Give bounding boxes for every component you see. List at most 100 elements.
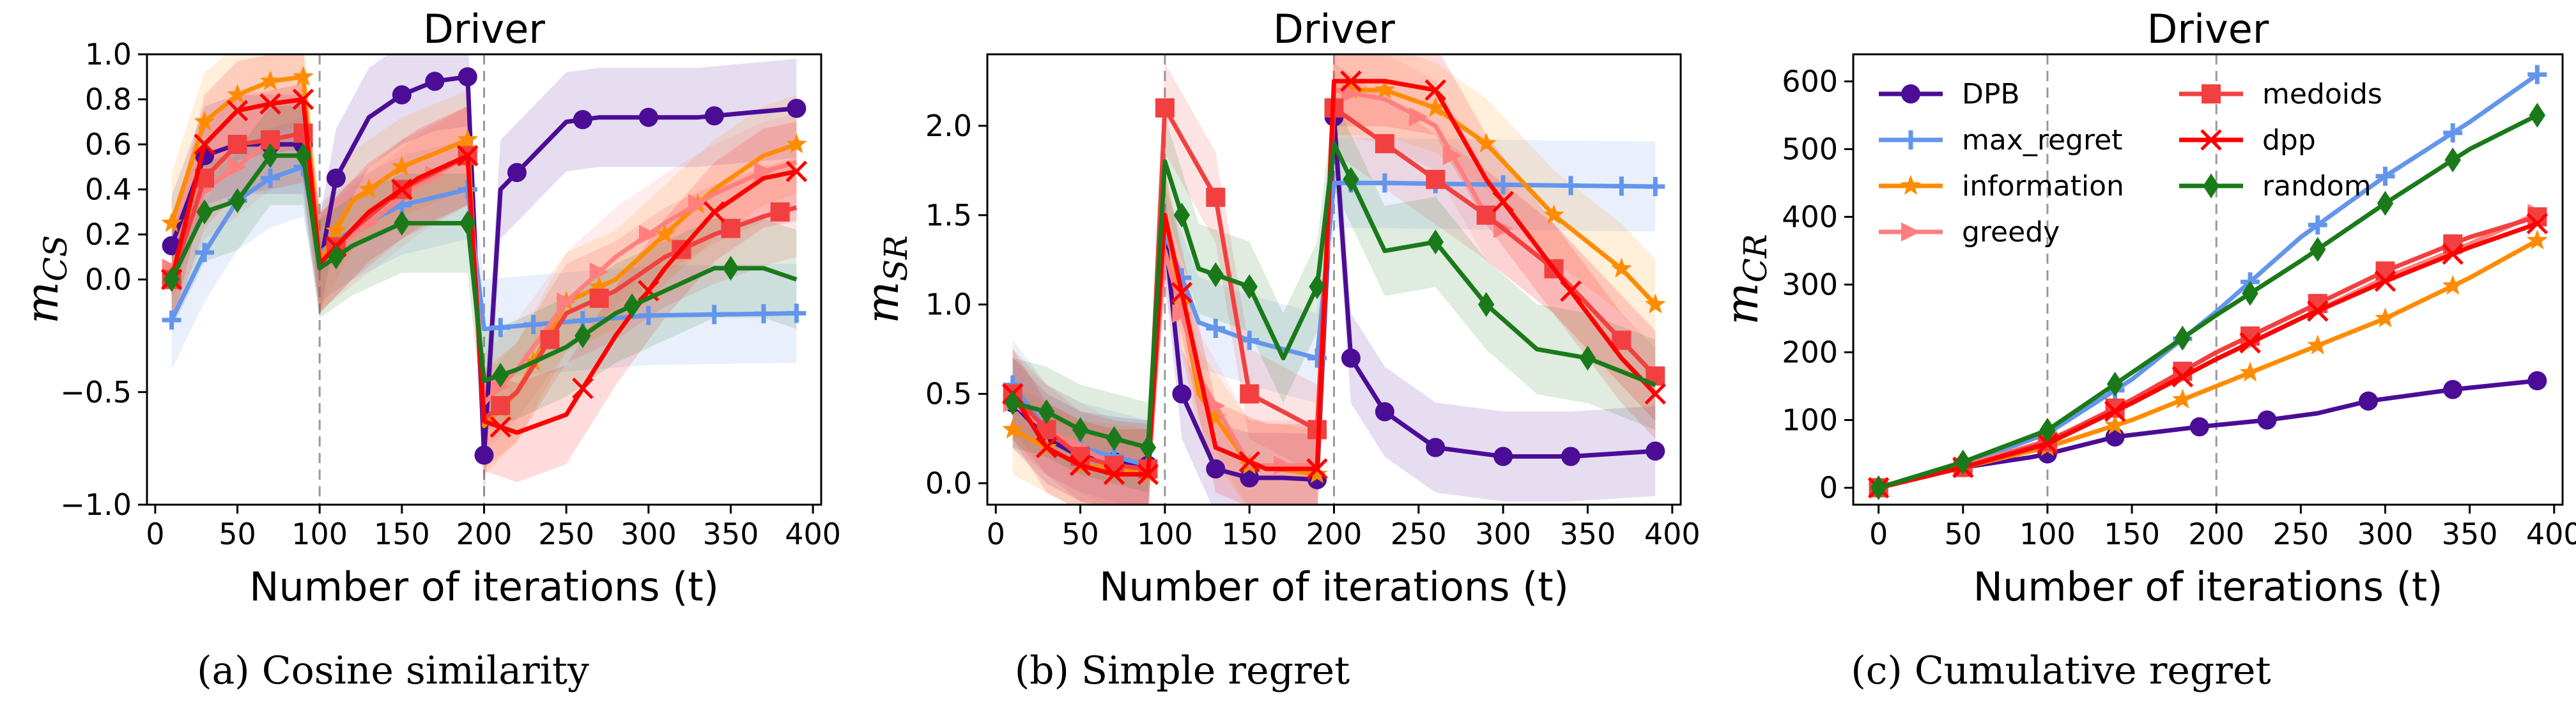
data-point-greedy [1206,396,1226,416]
data-point-information [1205,406,1226,427]
legend-marker [2200,129,2222,151]
y-axis-label: mSR [856,235,914,323]
data-point-random [575,323,591,349]
data-point-max-regret [162,310,181,330]
data-point-dpp [259,93,281,115]
data-point-max-regret [260,168,280,188]
data-point-medoids [1476,205,1496,225]
x-tick-label: 200 [2188,517,2244,551]
data-point-dpp [2239,332,2261,354]
x-tick-label: 150 [374,517,430,551]
x-tick-label: 400 [2526,517,2576,551]
data-point-random [2377,190,2394,216]
x-tick-label: 200 [1306,517,1362,551]
data-point-medoids [1206,187,1226,207]
legend-label: random [2262,170,2372,203]
data-point-dpb [425,72,445,91]
x-tick-label: 50 [1945,517,1982,551]
data-point-medoids [721,218,741,238]
data-point-max-regret [638,305,658,325]
data-point-max-regret [1561,176,1580,195]
data-point-dpp [1340,70,1362,92]
legend-label: DPB [1962,78,2020,111]
y-tick-label: 0.5 [925,377,972,411]
legend-marker [2202,84,2221,103]
data-point-max-regret [195,243,215,263]
data-point-dpb [1561,447,1580,466]
legend-marker [2203,173,2219,199]
data-point-max-regret [2443,123,2463,142]
data-point-max-regret [1240,330,1260,350]
x-tick-label: 400 [1644,517,1701,551]
data-point-random [1309,274,1325,300]
caption-a: (a) Cosine similarity [197,648,589,693]
data-point-medoids [1426,169,1446,189]
data-point-medoids [1240,384,1260,404]
legend-marker [1900,174,1922,195]
data-point-greedy [1408,107,1428,126]
y-tick-label: 100 [1782,402,1838,437]
x-tick-label: 200 [456,517,513,551]
data-point-dpb [573,110,592,130]
data-point-dpp [194,134,215,155]
x-tick-label: 0 [987,517,1005,551]
data-point-random [2106,371,2124,397]
data-point-dpp [2171,365,2194,388]
data-point-dpp [226,100,249,121]
data-point-dpb [704,106,724,126]
data-point-dpp [1238,451,1260,473]
data-point-max-regret [1612,176,1631,196]
x-axis-label: Number of iterations (t) [1099,563,1569,610]
x-tick-label: 100 [291,517,348,551]
data-point-dpp [2442,243,2464,265]
data-point-random [2174,325,2191,351]
data-point-dpp [1069,454,1091,477]
y-axis-label: mCS [16,235,74,324]
data-point-information [1424,96,1446,117]
data-point-dpb [474,445,494,465]
data-point-dpb [1646,441,1665,461]
y-tick-label: 400 [1782,199,1838,234]
series-line-dpp [1010,79,1657,477]
data-point-information [2239,362,2261,382]
chart-2: Driver Number of iterations (t) mSR 0 50 100 1… [856,6,1701,610]
data-point-dpb [1240,468,1260,488]
data-point-dpb [1493,447,1513,466]
data-point-random [492,362,509,388]
legend: DPB max_regret information greedy medoids dpp… [1879,78,2382,249]
data-point-dpb [1206,459,1226,479]
series-line-random [1012,141,1656,450]
x-tick-label: 100 [1137,517,1193,551]
data-point-information [1543,204,1564,224]
x-tick-label: 300 [2357,517,2414,551]
y-tick-label: 0.0 [85,263,132,297]
data-point-random [2039,417,2056,443]
data-point-random [459,210,476,236]
plot-frame [146,53,822,506]
data-point-information [1306,463,1328,484]
data-point-dpp [292,88,314,111]
data-point-information [1610,257,1632,278]
data-point-medoids [228,135,247,154]
data-point-dpp [1035,436,1058,459]
x-tick-label: 250 [538,517,594,551]
legend-marker [1901,222,1920,241]
y-tick-label: 0.8 [85,82,132,117]
data-point-random [229,188,246,213]
x-tick-label: 150 [1221,517,1277,551]
data-point-medoids [491,395,511,415]
y-tick-label: 500 [1782,132,1838,166]
data-point-dpb [507,163,527,183]
data-point-dpb [787,98,806,118]
data-point-information [227,84,248,104]
data-point-greedy [1442,146,1462,165]
data-point-medoids [589,288,609,308]
data-point-random [1579,346,1596,371]
caption-b: (b) Simple regret [1015,648,1350,693]
series-line-dpp [1878,221,2538,490]
plot-area [1001,54,1667,505]
legend-label: medoids [2262,78,2382,111]
data-point-dpb [2105,427,2125,447]
x-tick-label: 250 [1391,517,1447,551]
x-tick-label: 0 [146,517,164,551]
